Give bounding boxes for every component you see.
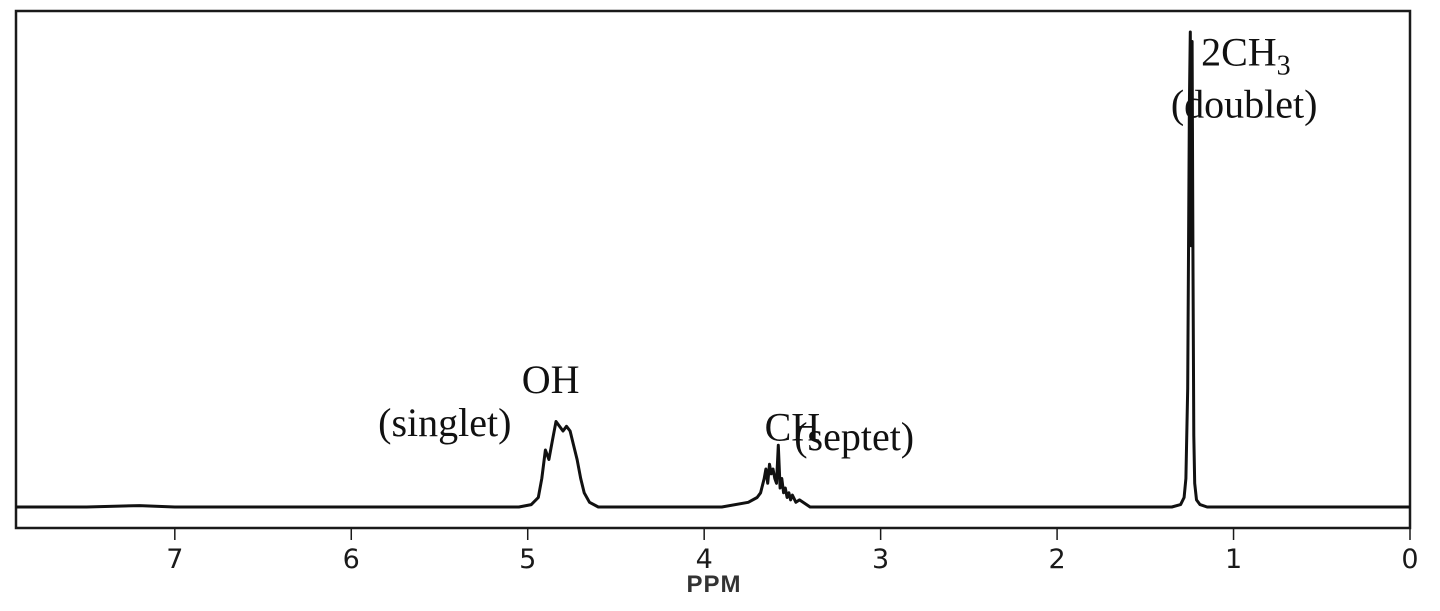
peak-annotation: (singlet)	[378, 400, 511, 445]
x-tick-label: 4	[696, 544, 713, 575]
x-axis-ticks: 7 6 5 4 3 2 1 0	[166, 528, 1419, 575]
x-tick-label: 5	[519, 544, 536, 575]
peak-annotation: (doublet)	[1171, 82, 1318, 127]
subscript: 3	[1277, 50, 1291, 81]
x-tick-label: 0	[1401, 544, 1418, 575]
spectrum-series-line	[16, 30, 1410, 509]
peak-annotation: (septet)	[794, 414, 914, 459]
peak-annotation: OH	[522, 357, 580, 402]
peak-annotation: CH	[765, 405, 821, 450]
x-tick-label: 1	[1225, 544, 1242, 575]
x-tick-label: 3	[872, 544, 889, 575]
x-tick-label: 7	[166, 544, 183, 575]
peak-annotations: (singlet)OH CH(septet) 2CH3(doublet)	[378, 29, 1317, 459]
x-tick-label: 2	[1048, 544, 1065, 575]
x-axis-title: PPM	[686, 571, 741, 598]
x-tick-label: 6	[343, 544, 360, 575]
peak-annotation: 2CH3	[1201, 29, 1291, 81]
